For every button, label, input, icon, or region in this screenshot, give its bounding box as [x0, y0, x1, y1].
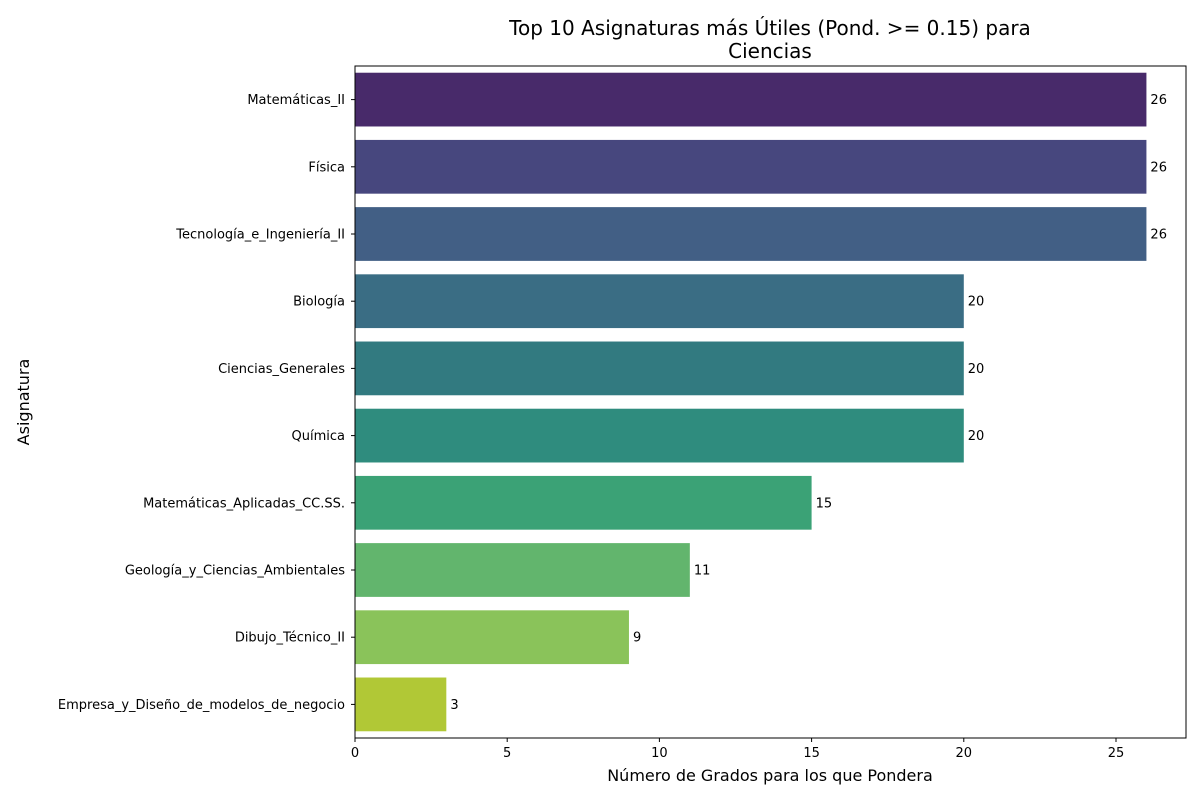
- bar-value-label: 26: [1150, 228, 1167, 243]
- x-tick-label: 0: [351, 746, 359, 761]
- x-axis-label: Número de Grados para los que Pondera: [607, 766, 933, 785]
- bar: [355, 543, 690, 597]
- x-tick-label: 25: [1108, 746, 1125, 761]
- bar-value-label: 26: [1150, 93, 1167, 108]
- x-tick-label: 5: [503, 746, 511, 761]
- bar: [355, 341, 964, 396]
- bar: [355, 207, 1147, 261]
- y-tick-label: Biología: [293, 295, 345, 310]
- bar-value-label: 20: [968, 429, 985, 444]
- x-tick-label: 10: [651, 746, 668, 761]
- y-tick-label: Física: [308, 160, 345, 175]
- y-tick-label: Geología_y_Ciencias_Ambientales: [125, 564, 345, 579]
- y-axis-label: Asignatura: [14, 359, 33, 446]
- chart-title-line-2: Ciencias: [728, 39, 812, 63]
- y-tick-label: Matemáticas_Aplicadas_CC.SS.: [143, 496, 345, 511]
- chart-title-line-1: Top 10 Asignaturas más Útiles (Pond. >= …: [508, 16, 1031, 40]
- x-tick-label: 20: [956, 746, 973, 761]
- bar: [355, 610, 629, 665]
- bar-value-label: 20: [968, 295, 985, 310]
- y-tick-label: Ciencias_Generales: [218, 362, 345, 377]
- bar: [355, 475, 812, 530]
- bar: [355, 677, 447, 732]
- bar-value-label: 20: [968, 362, 985, 377]
- bar-value-label: 9: [633, 631, 641, 646]
- bar-value-label: 3: [450, 698, 458, 713]
- x-ticks: 0 5 10 15 20 25: [351, 738, 1124, 761]
- x-tick-label: 15: [803, 746, 820, 761]
- y-tick-label: Tecnología_e_Ingeniería_II: [175, 228, 345, 243]
- y-tick-label: Matemáticas_II: [247, 93, 345, 108]
- y-tick-label: Química: [292, 429, 345, 444]
- plot-border: [354, 65, 1187, 739]
- bar: [355, 72, 1147, 127]
- bar-value-label: 11: [694, 564, 711, 579]
- bar: [355, 408, 964, 463]
- y-tick-label: Dibujo_Técnico_II: [235, 631, 345, 646]
- bars: 26 26 26 20 20 20 15 11 9 3: [355, 72, 1167, 732]
- bar-value-label: 26: [1150, 160, 1167, 175]
- bar-value-label: 15: [816, 496, 833, 511]
- chart-title: Top 10 Asignaturas más Útiles (Pond. >= …: [508, 16, 1031, 63]
- y-tick-label: Empresa_y_Diseño_de_modelos_de_negocio: [58, 698, 345, 713]
- bar: [355, 139, 1147, 194]
- bar: [355, 274, 964, 329]
- plot-frame: [354, 65, 1187, 739]
- y-tick-labels: Matemáticas_II Física Tecnología_e_Ingenie…: [58, 93, 355, 713]
